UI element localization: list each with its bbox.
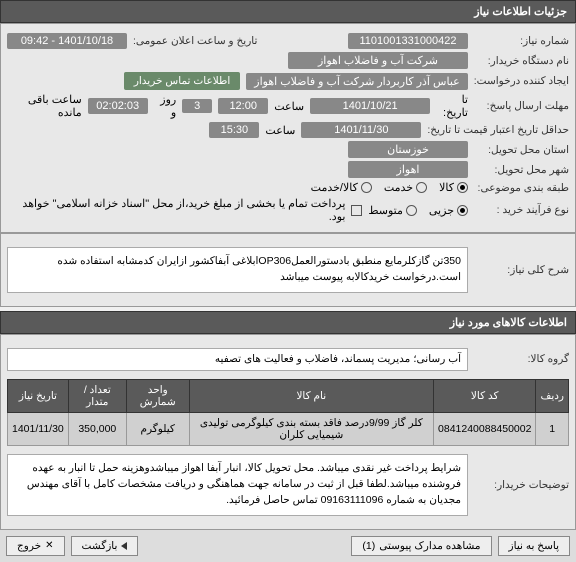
desc-section: شرح کلی نیاز: 350تن گازکلرمایع منطبق باد…	[0, 233, 576, 307]
desc-title: شرح کلی نیاز:	[474, 264, 569, 276]
city-label: شهر محل تحویل:	[474, 164, 569, 176]
radio-medium-icon	[406, 205, 417, 216]
th-row: ردیف	[536, 380, 569, 413]
city-value: اهواز	[348, 161, 468, 178]
buyer-org-label: نام دستگاه خریدار:	[474, 55, 569, 67]
category-radio-group: کالا خدمت کالا/خدمت	[311, 181, 468, 194]
back-arrow-icon	[121, 542, 127, 550]
deadline-date-value: 1401/10/21	[310, 98, 430, 114]
td-unit: کیلوگرم	[126, 413, 189, 446]
category-label: طبقه بندی موضوعی:	[474, 182, 569, 194]
attachments-button[interactable]: مشاهده مدارک پیوستی (1)	[351, 536, 491, 556]
buyer-org-value: شرکت آب و فاضلاب اهواز	[288, 52, 468, 69]
th-name: نام کالا	[189, 380, 433, 413]
province-label: استان محل تحویل:	[474, 144, 569, 156]
treasury-checkbox[interactable]	[351, 205, 362, 216]
credit-date-value: 1401/11/30	[301, 122, 421, 138]
back-button-label: بازگشت	[82, 540, 118, 552]
goods-info-title: اطلاعات کالاهای مورد نیاز	[0, 311, 576, 334]
td-name: کلر گاز 9/99درصد فاقد بسته بندی کیلوگرمی…	[189, 413, 433, 446]
exit-button-label: خروج	[17, 540, 41, 552]
days-value: 3	[182, 99, 212, 113]
back-button[interactable]: بازگشت	[71, 536, 139, 556]
reply-button[interactable]: پاسخ به نیاز	[498, 536, 570, 556]
radio-service[interactable]: خدمت	[384, 181, 427, 194]
page-header: جزئیات اطلاعات نیاز	[0, 0, 576, 23]
need-number-value: 1101001331000422	[348, 33, 468, 49]
reply-deadline-label: مهلت ارسال پاسخ:	[474, 100, 569, 112]
radio-goods-label: کالا	[439, 181, 454, 194]
radio-service-label: خدمت	[384, 181, 413, 194]
radio-medium[interactable]: متوسط	[368, 204, 417, 217]
td-row: 1	[536, 413, 569, 446]
province-value: خوزستان	[348, 141, 468, 158]
deadline-time-value: 12:00	[218, 98, 268, 114]
radio-partial-icon	[457, 205, 468, 216]
announce-date-label: تاریخ و ساعت اعلان عمومی:	[133, 35, 257, 47]
goods-section: گروه کالا: آب رسانی؛ مدیریت پسماند، فاضل…	[0, 334, 576, 530]
group-value: آب رسانی؛ مدیریت پسماند، فاضلاب و فعالیت…	[7, 348, 468, 372]
announce-date-value: 1401/10/18 - 09:42	[7, 33, 127, 49]
process-radio-group: جزیی متوسط	[368, 204, 468, 217]
radio-goods-service-icon	[361, 182, 372, 193]
th-date: تاریخ نیاز	[8, 380, 69, 413]
table-row: 1 0841240088450002 کلر گاز 9/99درصد فاقد…	[8, 413, 569, 446]
time-label-2: ساعت	[265, 124, 295, 137]
contact-info-button[interactable]: اطلاعات تماس خریدار	[124, 72, 240, 90]
radio-partial-label: جزیی	[429, 204, 454, 217]
radio-goods-icon	[457, 182, 468, 193]
need-number-label: شماره نیاز:	[474, 35, 569, 47]
creator-value: عباس آذر کاربردار شرکت آب و فاضلاب اهواز	[246, 73, 467, 90]
radio-partial[interactable]: جزیی	[429, 204, 468, 217]
remaining-label: ساعت باقی مانده	[7, 93, 82, 119]
goods-table: ردیف کد کالا نام کالا واحد شمارش تعداد /…	[7, 379, 569, 446]
td-date: 1401/11/30	[8, 413, 69, 446]
radio-service-icon	[416, 182, 427, 193]
attachments-count: (1)	[362, 540, 375, 552]
process-label: نوع فرآیند خرید :	[474, 204, 569, 216]
radio-goods-service-label: کالا/خدمت	[311, 181, 358, 194]
until-label: تا تاریخ:	[436, 93, 468, 119]
process-note: پرداخت تمام یا بخشی از مبلغ خرید،از محل …	[7, 197, 345, 223]
day-word: روز و	[154, 93, 177, 119]
group-label: گروه کالا:	[474, 353, 569, 365]
reply-button-label: پاسخ به نیاز	[509, 540, 559, 552]
exit-button[interactable]: ✕ خروج	[6, 536, 65, 556]
notes-label: توضیحات خریدار:	[474, 479, 569, 491]
radio-goods[interactable]: کالا	[439, 181, 468, 194]
th-unit: واحد شمارش	[126, 380, 189, 413]
td-code: 0841240088450002	[434, 413, 536, 446]
countdown-value: 02:02:03	[88, 98, 148, 114]
time-label-1: ساعت	[274, 100, 304, 113]
exit-icon: ✕	[45, 540, 53, 551]
td-qty: 350,000	[68, 413, 126, 446]
th-code: کد کالا	[434, 380, 536, 413]
radio-medium-label: متوسط	[368, 204, 403, 217]
th-qty: تعداد / متدار	[68, 380, 126, 413]
attachments-button-label: مشاهده مدارک پیوستی	[379, 540, 480, 552]
creator-label: ایجاد کننده درخواست:	[474, 75, 569, 87]
table-header-row: ردیف کد کالا نام کالا واحد شمارش تعداد /…	[8, 380, 569, 413]
credit-expire-label: حداقل تاریخ اعتبار قیمت تا تاریخ:	[427, 124, 569, 136]
radio-goods-service[interactable]: کالا/خدمت	[311, 181, 372, 194]
form-section: شماره نیاز: 1101001331000422 تاریخ و ساع…	[0, 23, 576, 233]
desc-text: 350تن گازکلرمایع منطبق بادستورالعملOP306…	[7, 247, 468, 293]
notes-text: شرایط پرداخت غیر نقدی میباشد. محل تحویل …	[7, 454, 468, 515]
credit-time-value: 15:30	[209, 122, 259, 138]
